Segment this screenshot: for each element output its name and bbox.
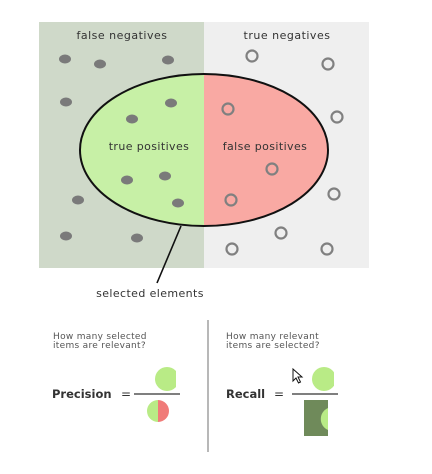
relevant-dot	[72, 195, 84, 205]
relevant-dot	[126, 114, 138, 124]
relevant-dot	[121, 175, 133, 185]
irrelevant-ring	[225, 242, 239, 256]
mouse-pointer-icon	[292, 367, 304, 384]
irrelevant-ring	[221, 102, 235, 116]
irrelevant-ring	[330, 110, 344, 124]
irrelevant-ring	[224, 193, 238, 207]
false-negatives-label: false negatives	[76, 29, 167, 42]
recall-denominator-green	[320, 408, 328, 430]
recall-numerator-mark	[312, 367, 334, 391]
relevant-dot	[59, 54, 71, 64]
irrelevant-rings	[221, 49, 344, 256]
true-positives-label: true positives	[109, 140, 190, 153]
precision-numerator-mark	[155, 367, 176, 391]
precision-question-line2: items are relevant?	[53, 341, 146, 351]
precision-block: How many selected items are relevant? Pr…	[52, 332, 180, 422]
recall-label: Recall	[226, 387, 265, 401]
relevant-dot	[159, 171, 171, 181]
precision-denominator-green	[147, 400, 158, 422]
recall-equals: =	[274, 387, 284, 401]
precision-question-line1: How many selected	[53, 332, 147, 342]
recall-block: How many relevant items are selected? Re…	[226, 332, 338, 436]
recall-question-line2: items are selected?	[226, 341, 320, 351]
relevant-dot	[60, 231, 72, 241]
relevant-dot	[162, 55, 174, 65]
irrelevant-ring	[265, 162, 279, 176]
selected-elements-ellipse	[79, 73, 329, 227]
precision-denominator-red	[158, 400, 169, 422]
irrelevant-ring	[321, 57, 335, 71]
irrelevant-ring	[274, 226, 288, 240]
relevant-dot	[172, 198, 184, 208]
false-positives-region	[204, 74, 328, 226]
precision-equals: =	[121, 387, 131, 401]
irrelevant-ring	[320, 242, 334, 256]
relevant-dot	[94, 59, 106, 69]
precision-label: Precision	[52, 387, 112, 401]
true-negatives-label: true negatives	[244, 29, 331, 42]
irrelevant-ring	[327, 187, 341, 201]
relevant-dot	[165, 98, 177, 108]
recall-question-line1: How many relevant	[226, 332, 319, 342]
relevant-dots	[59, 54, 184, 243]
relevant-dot	[131, 233, 143, 243]
relevant-dot	[60, 97, 72, 107]
selected-elements-label: selected elements	[96, 287, 204, 300]
true-positives-region	[80, 74, 204, 226]
selected-elements-pointer	[156, 225, 182, 284]
false-positives-label: false positives	[223, 140, 308, 153]
irrelevant-ring	[245, 49, 259, 63]
